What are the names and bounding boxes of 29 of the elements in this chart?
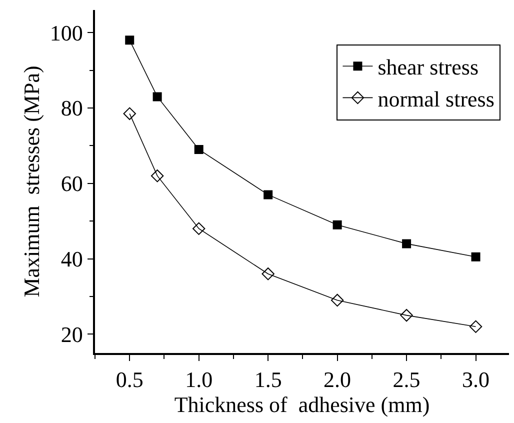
legend-label: normal stress bbox=[378, 86, 494, 112]
x-tick-label: 2.0 bbox=[324, 367, 352, 392]
point bbox=[402, 239, 412, 248]
point bbox=[194, 144, 204, 154]
x-axis-title: Thickness of adhesive (mm) bbox=[174, 392, 430, 418]
point bbox=[469, 320, 482, 333]
x-tick-label: 1.5 bbox=[254, 367, 282, 392]
point bbox=[125, 36, 134, 45]
y-tick-label: 40 bbox=[60, 246, 83, 272]
x-tick-label: 3.0 bbox=[462, 367, 490, 392]
y-tick-label: 60 bbox=[60, 171, 83, 196]
point bbox=[330, 294, 344, 307]
y-tick-label: 20 bbox=[60, 322, 83, 347]
point bbox=[332, 220, 342, 230]
point bbox=[192, 222, 206, 235]
point bbox=[400, 308, 413, 322]
legend-label: shear stress bbox=[378, 54, 479, 80]
y-tick-label: 80 bbox=[60, 96, 83, 121]
x-tick-label: 1.0 bbox=[185, 367, 213, 392]
point bbox=[264, 190, 273, 200]
x-tick-label: 0.5 bbox=[116, 367, 144, 392]
point bbox=[123, 107, 136, 120]
point bbox=[152, 92, 162, 102]
y-axis-title: Maximum stresses (MPa) bbox=[19, 66, 44, 298]
point bbox=[150, 170, 164, 182]
point bbox=[262, 268, 274, 280]
point bbox=[471, 252, 480, 262]
y-tick-label: 100 bbox=[50, 20, 83, 46]
x-tick-label: 2.5 bbox=[392, 367, 420, 392]
